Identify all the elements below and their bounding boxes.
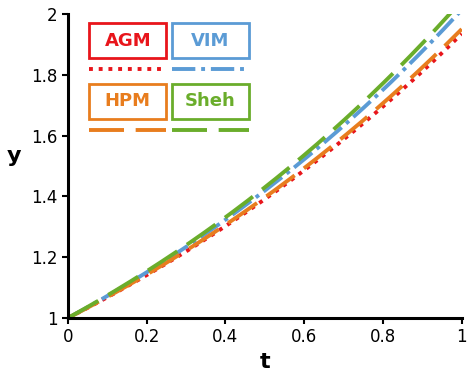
FancyBboxPatch shape [172,84,249,119]
Text: VIM: VIM [191,31,230,50]
FancyBboxPatch shape [90,84,166,119]
Text: HPM: HPM [105,92,151,110]
FancyBboxPatch shape [172,23,249,58]
X-axis label: t: t [259,352,270,372]
Y-axis label: y: y [7,146,21,166]
Text: AGM: AGM [105,31,151,50]
FancyBboxPatch shape [90,23,166,58]
Text: Sheh: Sheh [185,92,236,110]
